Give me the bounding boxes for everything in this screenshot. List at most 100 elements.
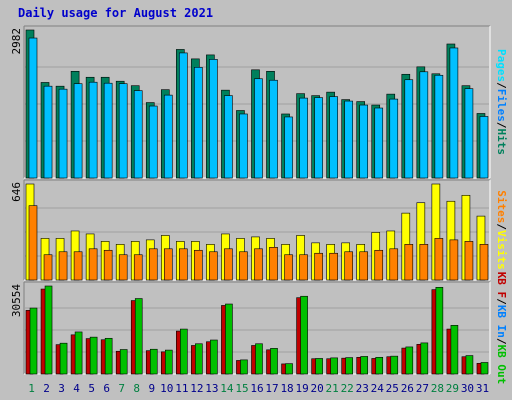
bar-sites: [239, 251, 248, 281]
legend-entry: /: [495, 82, 508, 89]
bar-kb-out: [59, 342, 68, 375]
legend: KB F/KB In/KB Out: [495, 272, 508, 385]
x-tick-label: 2: [43, 382, 50, 395]
legend-entry: Sites: [495, 190, 508, 223]
bar-files: [254, 78, 263, 179]
x-tick-label: 8: [133, 382, 140, 395]
bar-files: [43, 85, 53, 179]
bar-kb-out: [44, 285, 53, 375]
x-tick-label: 14: [220, 382, 234, 395]
legend-entry: /: [495, 122, 508, 129]
x-tick-label: 15: [235, 382, 248, 395]
bar-sites: [479, 244, 489, 281]
legend: Pages/Files/Hits: [495, 49, 508, 155]
panel-visits-sites: 646 Sites/Visits: [10, 179, 508, 281]
bar-kb-out: [210, 339, 218, 375]
bar-files: [209, 59, 218, 179]
x-tick-label: 21: [326, 382, 339, 395]
panel-hits-files-pages: 2982 Pages/Files/Hits: [10, 25, 508, 179]
x-tick-label: 26: [401, 382, 414, 395]
bar-sites: [179, 248, 188, 281]
bar-files: [269, 79, 278, 179]
bar-files: [58, 88, 68, 179]
x-tick-label: 25: [386, 382, 399, 395]
bar-kb-out: [104, 337, 113, 375]
bar-sites: [449, 239, 459, 281]
bar-sites: [374, 249, 384, 281]
bar-sites: [133, 254, 143, 281]
panel-kb: 30554 KB F/KB In/KB Out: [10, 272, 508, 385]
legend-entry: /: [495, 298, 508, 305]
bar-sites: [58, 251, 68, 281]
bar-kb-out: [420, 342, 429, 375]
bar-sites: [254, 248, 263, 281]
bar-files: [224, 95, 233, 179]
bar-sites: [88, 248, 98, 281]
x-tick-label: 16: [250, 382, 263, 395]
bar-kb-out: [134, 298, 143, 375]
bar-kb-out: [450, 325, 459, 375]
bar-kb-out: [225, 303, 233, 375]
legend-entry: Pages: [495, 49, 508, 82]
bar-kb-out: [330, 357, 338, 375]
bar-kb-out: [29, 307, 38, 375]
bar-files: [479, 116, 489, 179]
bar-files: [389, 98, 399, 179]
bar-kb-out: [405, 346, 414, 375]
bar-kb-out: [255, 343, 263, 375]
bar-kb-out: [195, 343, 203, 375]
bar-files: [28, 37, 38, 179]
bar-files: [314, 97, 323, 179]
bar-sites: [464, 241, 474, 281]
bar-files: [404, 79, 414, 179]
bar-files: [148, 105, 158, 179]
bar-sites: [43, 254, 53, 281]
bar-sites: [359, 251, 369, 281]
x-tick-label: 17: [265, 382, 278, 395]
bar-kb-out: [89, 336, 98, 375]
x-tick-label: 6: [103, 382, 110, 395]
bar-sites: [389, 248, 399, 281]
bar-kb-out: [480, 362, 489, 375]
x-tick-label: 11: [175, 382, 188, 395]
bar-files: [194, 67, 203, 179]
bar-files: [449, 47, 459, 179]
bar-kb-out: [180, 328, 188, 375]
bar-kb-out: [149, 348, 158, 375]
x-tick-label: 13: [205, 382, 218, 395]
bar-sites: [419, 244, 429, 281]
bar-files: [344, 100, 353, 179]
bar-sites: [209, 251, 218, 281]
x-tick-label: 31: [476, 382, 489, 395]
chart-title: Daily usage for August 2021: [18, 6, 213, 20]
bar-kb-out: [315, 358, 323, 375]
legend-entry: Visits: [495, 230, 508, 270]
y-max-label: 2982: [10, 28, 23, 55]
bar-kb-out: [465, 355, 474, 375]
bar-sites: [103, 249, 113, 281]
bar-files: [118, 83, 128, 179]
x-tick-label: 3: [58, 382, 65, 395]
bar-files: [434, 74, 444, 179]
x-tick-label: 19: [295, 382, 308, 395]
y-max-label: 646: [10, 182, 23, 202]
legend-entry: KB Out: [495, 345, 508, 385]
bar-kb-out: [390, 355, 399, 375]
bar-sites: [284, 254, 293, 281]
bar-files: [239, 113, 248, 179]
legend-entry: Files: [495, 89, 508, 122]
bar-sites: [299, 254, 308, 281]
bar-files: [88, 81, 98, 179]
bar-sites: [194, 249, 203, 281]
x-tick-label: 30: [461, 382, 474, 395]
bar-files: [464, 88, 474, 179]
x-tick-label: 29: [446, 382, 459, 395]
bar-files: [299, 97, 308, 179]
bar-files: [163, 94, 173, 179]
bar-kb-out: [74, 331, 83, 375]
bar-kb-out: [270, 348, 278, 375]
x-tick-label: 27: [416, 382, 429, 395]
x-tick-label: 9: [148, 382, 155, 395]
